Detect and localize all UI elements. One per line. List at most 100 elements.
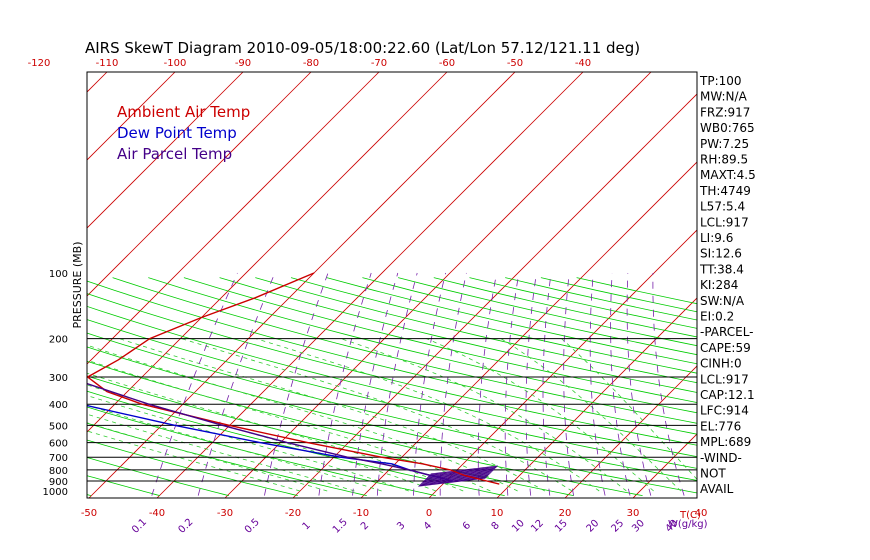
mixing-ratio-line	[563, 272, 574, 496]
top-temp-tick-label: -90	[235, 58, 251, 69]
isotherm-line	[88, 72, 516, 498]
dry-adiabat-line	[87, 439, 298, 496]
dry-adiabat-line	[0, 278, 22, 496]
top-temp-tick-label: -110	[96, 58, 119, 69]
isotherm-line	[837, 72, 870, 498]
bottom-temp-tick-label: 10	[491, 508, 504, 519]
top-temp-tick-label: -120	[28, 58, 51, 69]
mixing-ratio-line	[652, 273, 685, 496]
mixing-ratio-line	[589, 272, 606, 496]
pressure-tick-label: 900	[49, 477, 68, 488]
dry-adiabat-line	[326, 277, 697, 365]
stat-item: PW:7.25	[700, 137, 749, 151]
stat-item: CINH:0	[700, 357, 742, 371]
dry-adiabat-line	[87, 346, 697, 494]
stat-item: WB0:765	[700, 121, 755, 135]
pressure-tick-label: 800	[49, 466, 68, 477]
bottom-temperature-axis: -50 -40 -30 -20 -10 0 10 20 30 40	[81, 508, 708, 519]
dry-adiabat-line	[87, 305, 697, 458]
mixing-ratio-tick-label: 0.1	[130, 517, 149, 536]
legend-ambient: Ambient Air Temp	[117, 103, 250, 121]
x-axis-label: T(C)	[679, 510, 701, 521]
mixing-ratio-tick-label: 8	[490, 520, 502, 532]
mixing-ratio-line	[197, 272, 276, 496]
mixing-ratio-line	[610, 272, 631, 496]
top-temp-tick-label: -40	[575, 58, 591, 69]
isotherm-line	[87, 72, 244, 229]
stat-item: MPL:689	[700, 435, 751, 449]
bottom-temp-tick-label: 30	[627, 508, 640, 519]
mixing-ratio-tick-label: 10	[510, 518, 527, 535]
stat-item: LCL:917	[700, 215, 749, 229]
moist-adiabat-line	[87, 344, 518, 492]
stat-item: -WIND-	[700, 451, 742, 465]
isotherm-line	[632, 433, 697, 498]
mixing-ratio-tick-label: 30	[630, 518, 647, 535]
isotherm-line	[87, 72, 380, 365]
sounding-series	[87, 272, 500, 487]
pressure-tick-label: 400	[49, 400, 68, 411]
bottom-temp-tick-label: -50	[81, 508, 97, 519]
bottom-temp-tick-label: -30	[217, 508, 233, 519]
stat-item: TT:38.4	[699, 262, 744, 276]
mixing-ratio-axis: 0.1 0.2 0.5 1 1.5 2 3 4 6 8 10 12 15 20 25 30 40	[130, 517, 680, 536]
mixing-ratio-line	[352, 272, 399, 496]
cape-hatch-line	[428, 467, 497, 477]
mixing-ratio-tick-label: 2	[359, 520, 371, 532]
moist-adiabat-line	[87, 372, 464, 492]
ambient-temp-line	[87, 272, 500, 485]
cape-hatch-line	[427, 468, 496, 478]
mixing-ratio-tick-label: 20	[585, 518, 602, 535]
mixing-ratio-line	[626, 272, 652, 496]
dry-adiabat-line	[183, 277, 697, 403]
stat-item: NOT	[700, 467, 726, 481]
bottom-temp-tick-label: -40	[149, 508, 165, 519]
cape-hatch-line	[420, 475, 489, 485]
cape-hatch-line	[425, 470, 493, 480]
moist-adiabat-line	[87, 384, 437, 492]
dry-adiabat-line	[87, 319, 697, 469]
pressure-tick-label: 300	[49, 373, 68, 384]
bottom-temp-tick-label: 20	[559, 508, 572, 519]
isotherm-line	[0, 72, 39, 498]
mixing-ratio-tick-label: 0.2	[177, 517, 196, 536]
pressure-tick-label: 600	[49, 439, 68, 450]
pressure-tick-label: 100	[49, 269, 68, 280]
stat-item: -PARCEL-	[700, 325, 754, 339]
mixing-ratio-line	[318, 272, 372, 496]
mixing-ratio-line	[477, 272, 497, 496]
legend: Ambient Air Temp Dew Point Temp Air Parc…	[117, 103, 250, 163]
isotherm-line	[224, 72, 652, 498]
cape-hatch-line	[429, 466, 498, 476]
plot-frame	[86, 71, 698, 499]
top-temp-tick-label: -50	[507, 58, 523, 69]
stat-item: LFC:914	[700, 404, 749, 418]
stat-item: MW:N/A	[700, 90, 748, 104]
bottom-temp-tick-label: 40	[695, 508, 708, 519]
mixing-ratio-tick-label: 1.5	[331, 517, 350, 536]
stat-item: KI:284	[700, 278, 738, 292]
top-temp-tick-label: -60	[439, 58, 455, 69]
cape-hatch-line	[421, 474, 489, 484]
mixing-ratio-line	[542, 272, 552, 496]
isotherm-line	[87, 72, 176, 161]
mixing-ratio-line	[413, 272, 446, 496]
dry-adiabat-line	[87, 293, 697, 446]
mixing-ratio-line	[264, 272, 329, 496]
stat-item: L57:5.4	[700, 200, 745, 214]
pressure-tick-label: 1000	[43, 487, 68, 498]
dry-adiabat-line	[87, 360, 643, 496]
cape-hatch-line	[418, 477, 486, 487]
mixing-ratio-line	[525, 272, 537, 496]
bottom-temp-tick-label: -20	[285, 508, 301, 519]
stat-item: LI:9.6	[700, 231, 733, 245]
dry-adiabat-line	[87, 375, 574, 496]
top-temp-tick-label: -80	[303, 58, 319, 69]
mixing-ratio-tick-label: 6	[461, 520, 473, 532]
dry-adiabat-line	[290, 277, 697, 374]
mixing-ratio-line	[504, 272, 520, 496]
dry-adiabat-line	[87, 406, 436, 496]
parcel-temp-line	[87, 382, 453, 482]
